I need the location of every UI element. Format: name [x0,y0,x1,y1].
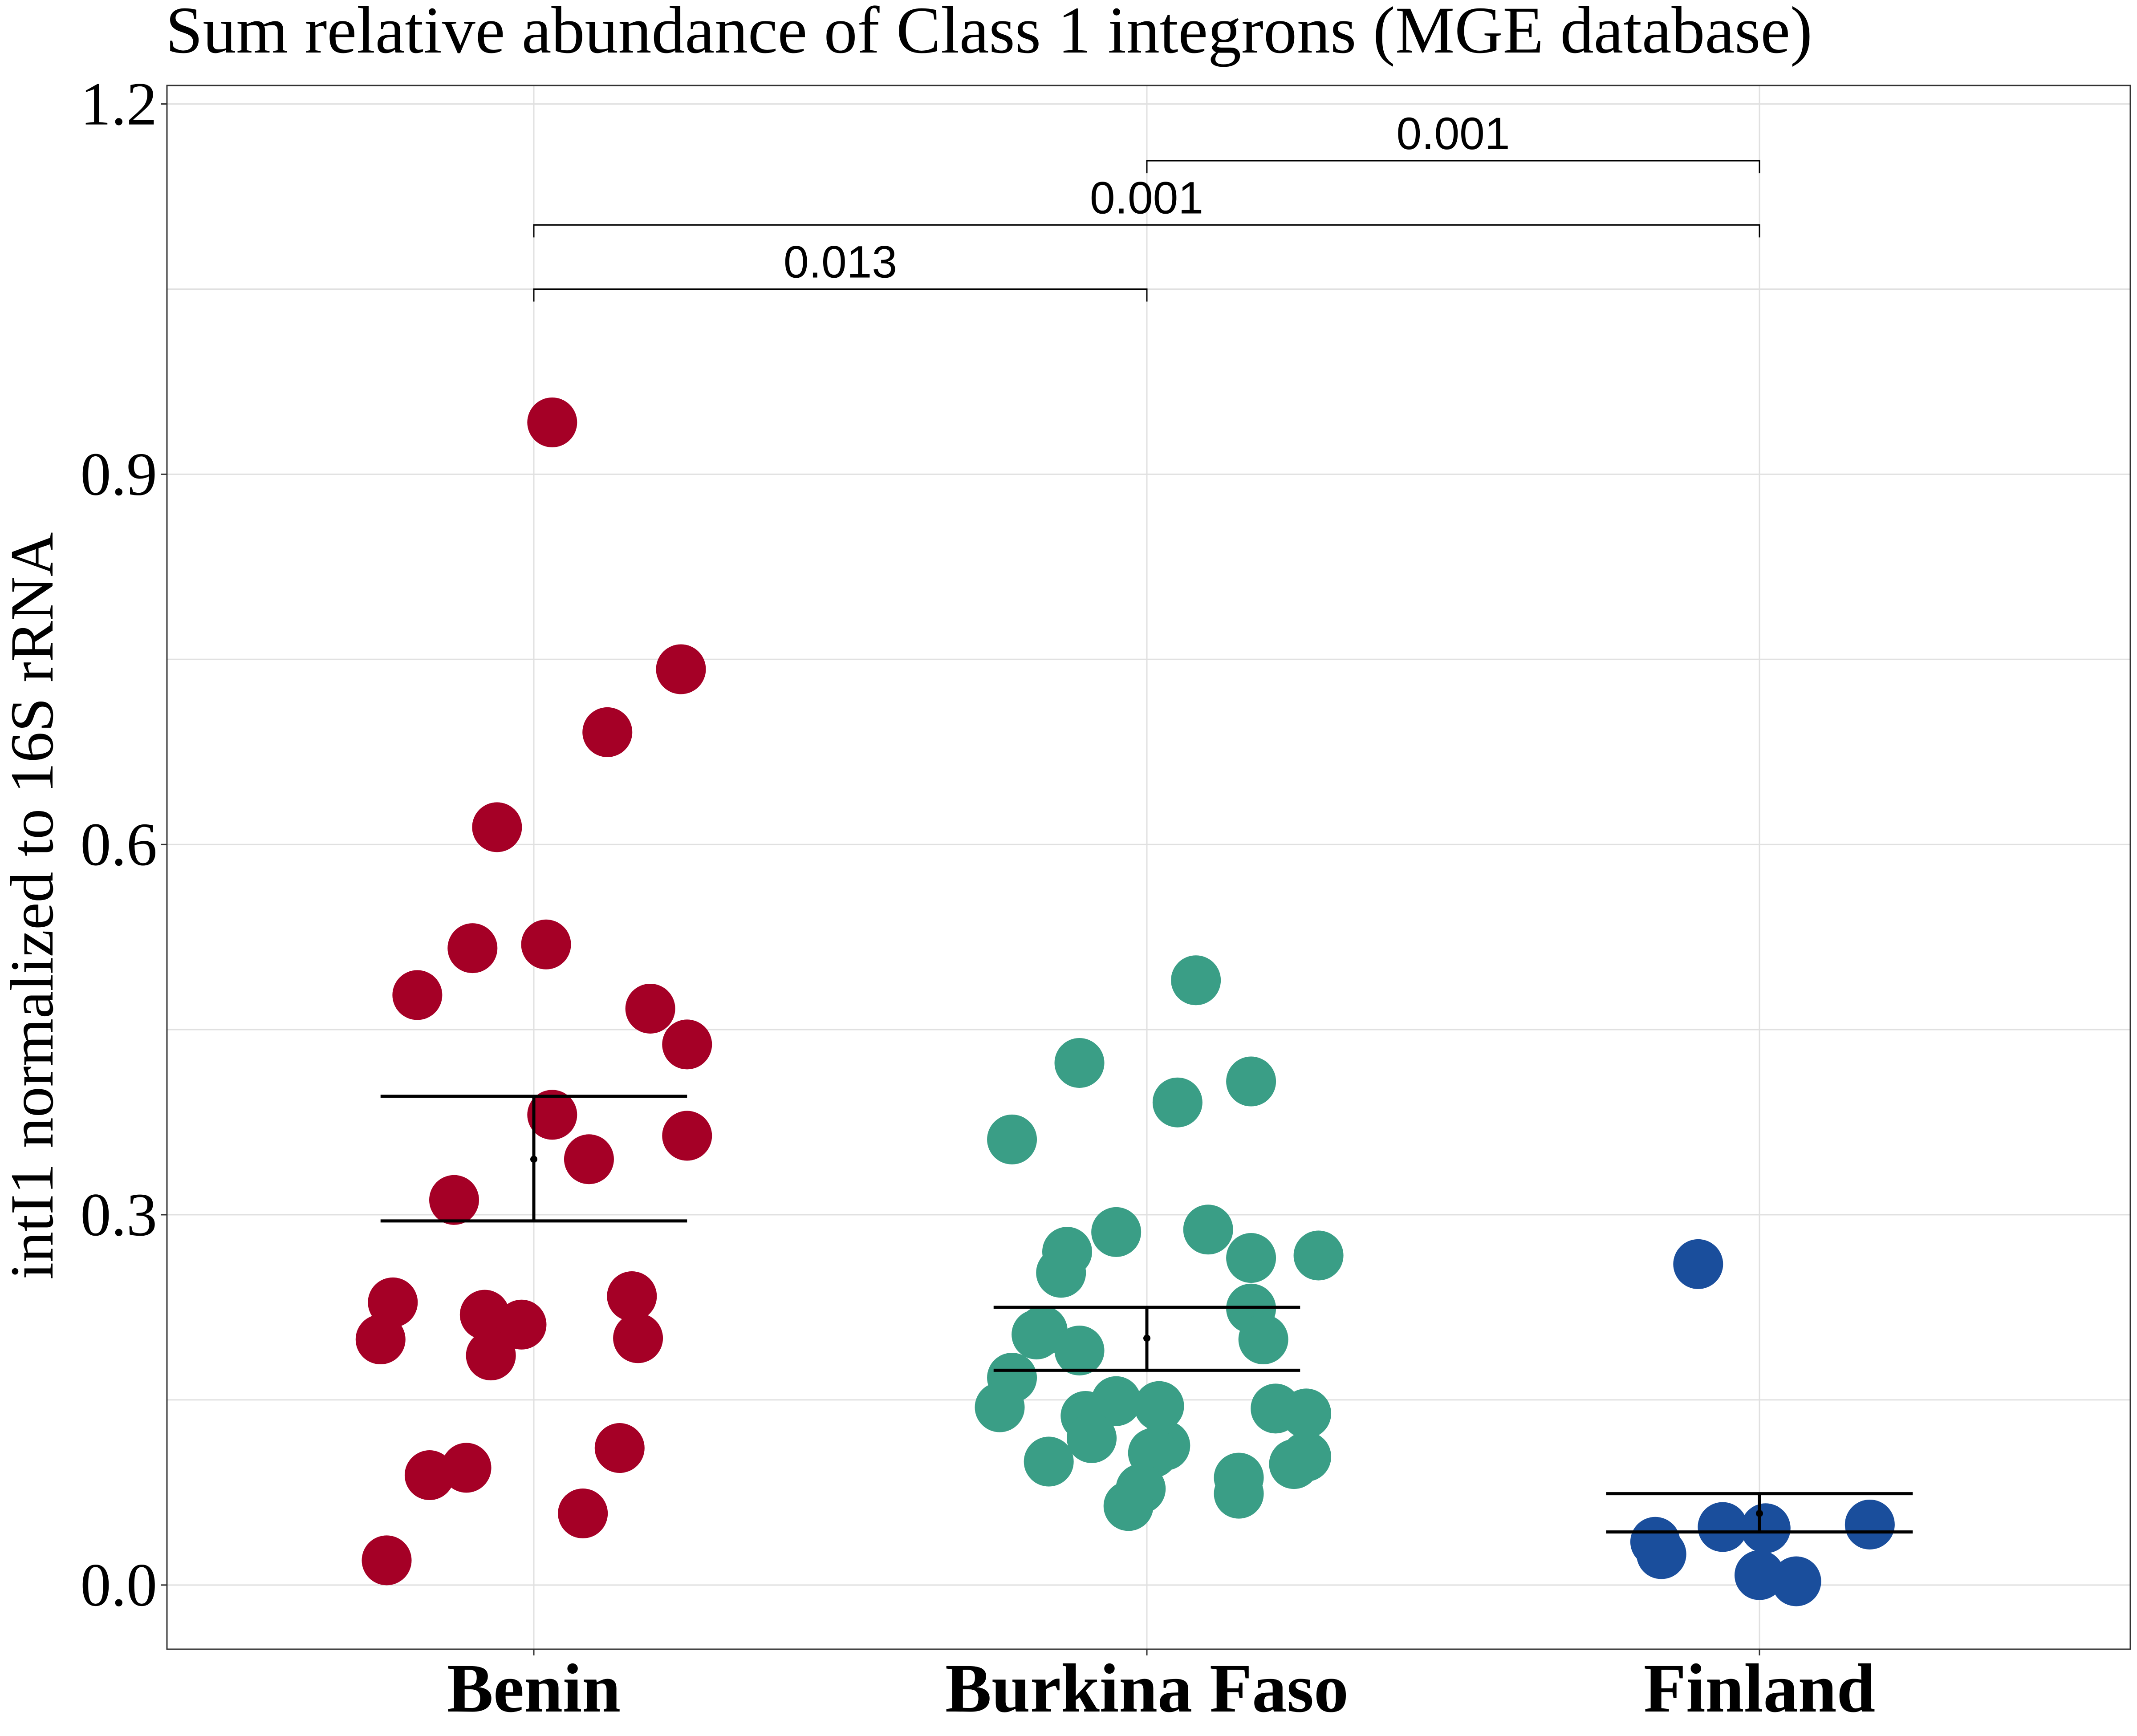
data-point [1024,1436,1074,1487]
y-axis-label: intI1 normalized to 16S rRNA [0,532,66,1280]
data-point [429,1175,479,1225]
data-point [564,1134,614,1184]
p-value-label: 0.001 [1090,172,1203,223]
p-value-label: 0.013 [784,236,897,287]
data-point [656,644,706,694]
data-point [1171,955,1221,1006]
data-point [662,1019,712,1070]
data-point [355,1314,406,1365]
data-point [362,1535,412,1586]
data-point [1054,1326,1105,1376]
y-tick-label: 0.3 [81,1180,158,1249]
data-point [1698,1502,1748,1552]
x-tick-label: Finland [1644,1650,1875,1727]
data-point [527,1090,577,1140]
data-point [662,1111,712,1161]
plot-frame [166,85,2131,1650]
significance-bracket [533,224,1760,238]
data-point [1226,1056,1276,1107]
x-tick-label: Benin [447,1650,621,1727]
data-point [1269,1439,1319,1489]
data-point [466,1330,516,1381]
data-point [1214,1468,1264,1519]
y-tick-label: 0.6 [81,810,158,878]
data-point [1281,1388,1332,1439]
significance-bracket [533,288,1148,302]
data-point [975,1382,1025,1432]
data-point [1636,1529,1686,1579]
data-point [1036,1248,1086,1298]
data-point [527,397,577,447]
data-point [1134,1381,1184,1431]
data-point [1771,1556,1821,1606]
data-point [1103,1481,1154,1531]
data-point [1238,1314,1288,1365]
data-point [1152,1077,1203,1128]
data-point [558,1489,608,1539]
chart-title: Sum relative abundance of Class 1 integr… [166,0,1812,67]
data-point [1226,1233,1276,1283]
data-point [472,802,522,852]
mean-marker [1143,1334,1150,1342]
x-tick-label: Burkina Faso [945,1650,1349,1727]
data-point [1844,1499,1895,1549]
y-tick-label: 0.0 [81,1551,158,1619]
data-point [594,1423,645,1473]
data-point [613,1313,663,1363]
data-point [1673,1239,1723,1289]
p-value-label: 0.001 [1396,108,1510,159]
data-point [1293,1230,1344,1281]
data-point [582,707,633,757]
data-point [1012,1309,1062,1359]
data-point [1067,1413,1117,1463]
significance-bracket [1146,160,1760,174]
mean-marker [1756,1510,1763,1517]
y-tick-label: 0.9 [81,440,158,508]
y-tick-label: 1.2 [81,70,158,138]
data-point [607,1271,657,1322]
data-point [392,970,443,1020]
data-point [447,923,498,973]
data-point [1735,1550,1784,1600]
data-point [404,1450,455,1501]
data-point [1183,1205,1233,1255]
data-point [496,1299,547,1350]
data-point [987,1114,1037,1164]
mean-marker [530,1156,537,1163]
data-point [1740,1503,1791,1553]
data-point [1054,1038,1105,1088]
plot-area: 0.0 0.3 0.6 0.9 1.2 Benin Burkina Faso Finland 0… [81,70,2131,1727]
data-point [625,983,675,1034]
data-point [521,919,571,969]
data-point [1091,1207,1142,1257]
